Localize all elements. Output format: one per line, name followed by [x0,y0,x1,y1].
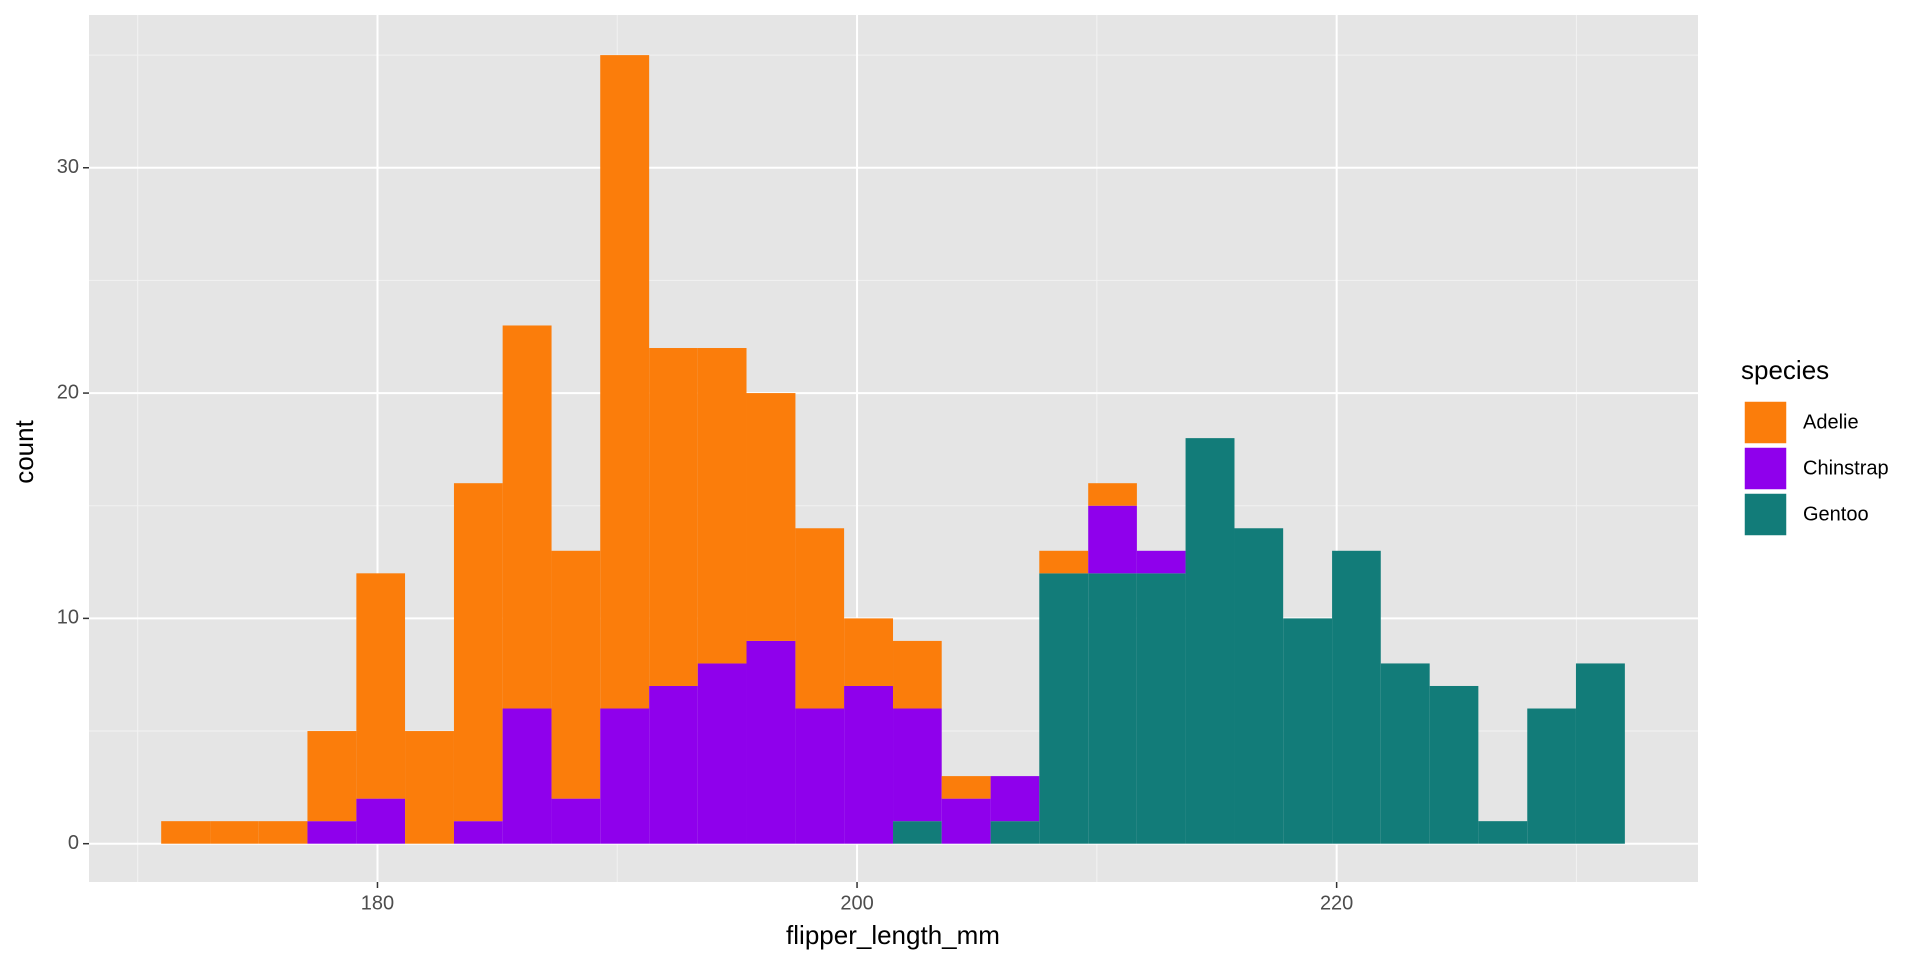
histogram-bar [1136,573,1186,844]
histogram-bar [1380,663,1430,844]
histogram-bar [161,821,211,844]
legend-title: species [1741,355,1829,385]
histogram-bar [258,821,308,844]
histogram-bar [893,640,942,709]
histogram-bar [502,708,552,844]
histogram-bar [453,821,503,844]
legend-key [1743,446,1788,491]
histogram-bar [1088,483,1137,506]
histogram-bar [990,821,1040,844]
histogram-bar [697,663,747,844]
histogram-bar [649,685,698,844]
histogram-bar [1429,685,1479,844]
histogram-bar [600,55,650,709]
histogram-bar [356,798,406,844]
histogram-bar [746,393,796,641]
histogram-bar [844,685,894,844]
histogram-bar [795,708,845,844]
histogram-bar [210,821,259,844]
legend-label: Chinstrap [1803,457,1889,479]
y-tick-label: 10 [57,607,79,629]
histogram-bar [1332,550,1381,844]
legend-label: Gentoo [1803,503,1869,525]
histogram-bar [941,776,991,799]
histogram-bar [405,731,454,844]
histogram-bar [1136,550,1186,574]
x-tick-label: 180 [361,892,394,914]
histogram-bar [844,618,894,686]
histogram-bar [307,821,357,844]
histogram-bar [356,573,406,799]
y-tick-label: 20 [57,381,79,403]
histogram-bar [649,348,698,686]
histogram-bar [990,776,1040,822]
histogram-bar [1039,573,1089,844]
histogram-bar [551,798,601,844]
histogram-bar [893,821,942,844]
y-tick-label: 30 [57,156,79,178]
x-tick-label: 220 [1320,892,1353,914]
legend-key [1743,492,1788,537]
y-axis-title: count [9,419,39,483]
x-tick-label: 200 [840,892,873,914]
histogram-bar [1088,573,1137,844]
histogram-bar [746,640,796,844]
histogram-bar [697,348,747,664]
x-axis-title: flipper_length_mm [786,920,1000,950]
histogram-bar [941,798,991,844]
histogram-bar [1185,438,1235,844]
histogram-bar [1234,528,1284,844]
histogram-bar [307,731,357,822]
histogram-bar [600,708,650,844]
histogram-bar [551,550,601,799]
histogram-bar [1039,550,1089,574]
legend-label: Adelie [1803,411,1859,433]
histogram-bar [502,325,552,709]
histogram-bar [1088,505,1137,574]
plot-area: 180 200 220 0 10 20 30 [57,15,1698,914]
histogram-bar [1283,618,1333,844]
histogram-bar [1575,663,1625,844]
histogram-bar [795,528,845,709]
legend-key [1743,400,1788,445]
histogram-bar [1478,821,1528,844]
histogram-bar [1527,708,1576,844]
histogram-bar [453,483,503,822]
y-tick-label: 0 [68,832,79,854]
histogram-bar [893,708,942,822]
